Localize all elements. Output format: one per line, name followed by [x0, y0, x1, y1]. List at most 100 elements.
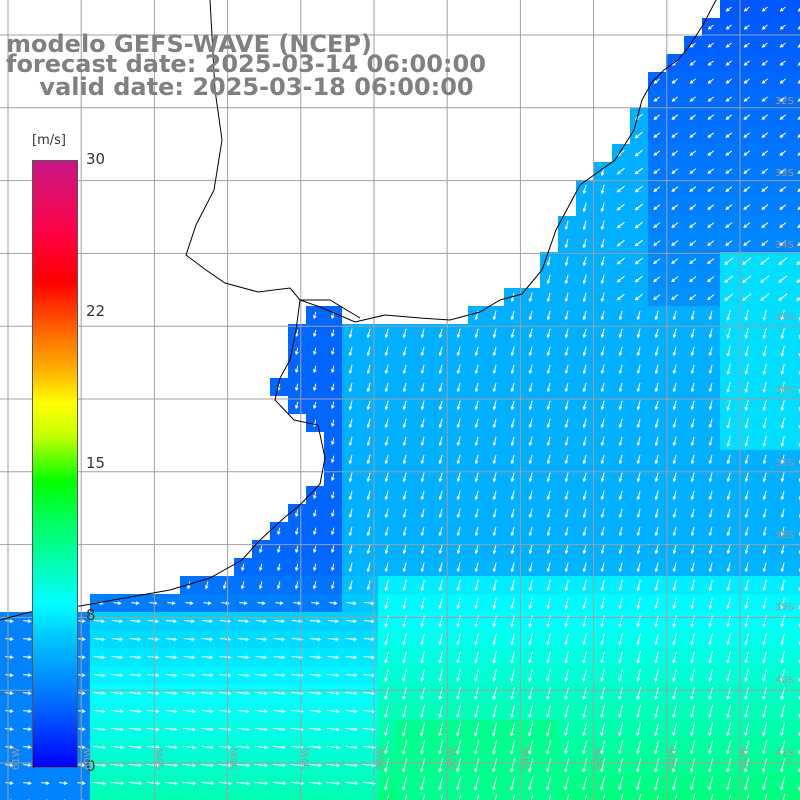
wind-arrow	[528, 776, 534, 791]
wind-arrow	[725, 204, 733, 210]
wind-arrow	[456, 454, 461, 465]
wind-arrow	[273, 673, 286, 678]
wind-arrow	[510, 292, 515, 303]
wind-arrow	[582, 292, 587, 303]
wind-arrow	[438, 472, 443, 483]
wind-arrow	[672, 400, 677, 411]
wind-arrow	[492, 400, 497, 411]
wind-arrow	[744, 472, 749, 483]
wind-arrow	[636, 544, 641, 555]
wind-arrow	[708, 526, 713, 537]
wind-arrow	[744, 776, 750, 791]
wind-arrow	[600, 508, 605, 519]
wind-arrow	[201, 709, 214, 714]
wind-arrow	[654, 526, 659, 537]
speed-cell	[576, 792, 594, 800]
wind-arrow	[257, 601, 266, 605]
wind-arrow	[438, 597, 443, 610]
wind-arrow	[5, 709, 14, 713]
wind-arrow	[348, 400, 353, 411]
wind-arrow	[600, 184, 605, 195]
wind-arrow	[653, 186, 661, 192]
wind-arrow	[275, 601, 284, 605]
wind-arrow	[273, 619, 286, 624]
wind-arrow	[653, 132, 661, 138]
wind-arrow	[797, 44, 800, 48]
wind-arrow	[618, 544, 623, 555]
wind-arrow	[366, 382, 371, 393]
wind-arrow	[671, 186, 679, 192]
wind-arrow	[201, 727, 214, 732]
wind-arrow	[510, 436, 515, 447]
wind-arrow	[348, 436, 353, 447]
wind-arrow	[636, 454, 641, 465]
wind-arrow	[743, 114, 751, 120]
wind-arrow	[492, 704, 498, 719]
wind-arrow	[327, 691, 340, 696]
wind-arrow	[797, 224, 800, 229]
speed-cell	[792, 432, 800, 450]
wind-arrow	[707, 114, 715, 120]
wind-arrow	[438, 544, 443, 555]
wind-arrow	[761, 24, 768, 30]
wind-arrow	[779, 240, 787, 247]
speed-cell	[792, 612, 800, 630]
wind-arrow	[564, 454, 569, 465]
speed-cell	[792, 144, 800, 162]
wind-arrow	[726, 309, 731, 322]
wind-arrow	[760, 293, 770, 301]
wind-arrow	[690, 597, 695, 610]
wind-arrow	[671, 78, 678, 84]
wind-arrow	[671, 222, 679, 229]
wind-arrow	[456, 722, 462, 737]
wind-arrow	[384, 364, 389, 375]
wind-arrow	[690, 418, 695, 429]
wind-arrow	[689, 114, 697, 120]
speed-cell	[306, 792, 324, 800]
colorbar	[32, 160, 78, 768]
wind-arrow	[618, 526, 623, 537]
wind-arrow	[690, 526, 695, 537]
wind-arrow	[204, 581, 209, 590]
wind-arrow	[780, 758, 786, 773]
wind-arrow	[330, 383, 335, 392]
wind-arrow	[743, 168, 751, 174]
wind-arrow	[420, 544, 425, 555]
speed-cell	[792, 360, 800, 378]
wind-arrow	[402, 454, 407, 465]
wind-arrow	[438, 400, 443, 411]
wind-arrow	[165, 619, 178, 624]
wind-arrow	[744, 309, 749, 322]
wind-arrow	[255, 673, 268, 678]
wind-arrow	[584, 793, 588, 800]
wind-arrow	[689, 168, 697, 174]
wind-arrow	[344, 781, 359, 786]
speed-cell	[54, 792, 72, 800]
wind-arrow	[708, 579, 713, 592]
wind-arrow	[778, 275, 788, 283]
wind-arrow	[510, 651, 515, 664]
wind-arrow	[494, 794, 498, 800]
wind-arrow	[744, 526, 749, 537]
wind-arrow	[5, 655, 14, 659]
wind-arrow	[744, 633, 749, 646]
speed-cell	[324, 792, 342, 800]
wind-arrow	[420, 418, 425, 429]
wind-arrow	[384, 579, 389, 592]
speed-cell	[792, 630, 800, 648]
wind-arrow	[330, 419, 335, 428]
wind-arrow	[564, 346, 569, 357]
speed-cell	[234, 792, 252, 800]
wind-arrow	[746, 793, 750, 800]
wind-arrow	[23, 673, 32, 677]
wind-arrow	[309, 655, 322, 660]
wind-arrow	[638, 793, 642, 800]
lon-label: 60W	[83, 747, 94, 770]
wind-arrow	[653, 222, 661, 229]
wind-arrow	[708, 758, 714, 773]
forecast-date: forecast date: 2025-03-14 06:00:00	[6, 50, 486, 78]
wind-arrow	[110, 745, 125, 750]
wind-arrow	[308, 745, 323, 750]
wind-arrow	[780, 722, 786, 737]
wind-arrow	[330, 365, 335, 374]
